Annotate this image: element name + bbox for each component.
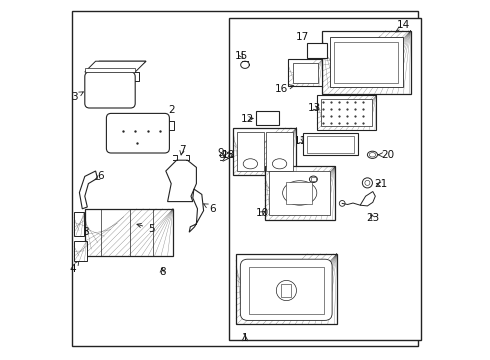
Text: 23: 23: [366, 213, 379, 223]
Text: 17: 17: [296, 32, 313, 49]
Text: 10: 10: [256, 208, 269, 218]
Text: 20: 20: [378, 150, 395, 160]
Text: 5: 5: [137, 224, 155, 234]
Text: 3: 3: [71, 92, 83, 102]
Ellipse shape: [369, 153, 376, 157]
Bar: [307, 136, 354, 153]
Bar: [265, 166, 335, 220]
Text: 8: 8: [159, 267, 166, 277]
Bar: [74, 241, 87, 261]
Bar: [286, 182, 312, 204]
Text: 13: 13: [308, 103, 321, 113]
Bar: [74, 212, 84, 236]
Ellipse shape: [310, 176, 318, 183]
Text: 4: 4: [70, 261, 79, 274]
Polygon shape: [85, 61, 146, 72]
Text: 7: 7: [179, 145, 185, 156]
Text: 6: 6: [204, 204, 216, 214]
Bar: [288, 59, 322, 86]
Bar: [229, 18, 421, 340]
Bar: [237, 132, 264, 171]
Bar: [317, 95, 376, 130]
Polygon shape: [88, 61, 146, 70]
Bar: [233, 128, 296, 175]
Bar: [334, 42, 398, 83]
Bar: [236, 254, 337, 324]
Text: 16: 16: [274, 84, 294, 94]
Text: 9: 9: [218, 153, 225, 163]
Text: 11: 11: [294, 136, 307, 146]
Bar: [303, 133, 358, 155]
Bar: [281, 284, 291, 297]
Text: 19: 19: [266, 171, 279, 181]
Text: 9: 9: [218, 148, 224, 158]
Ellipse shape: [368, 151, 377, 158]
Polygon shape: [85, 68, 135, 72]
Text: 2: 2: [160, 105, 174, 118]
Text: 1: 1: [242, 333, 248, 343]
Text: 6: 6: [95, 171, 104, 181]
FancyBboxPatch shape: [106, 113, 170, 153]
Text: 15: 15: [235, 51, 248, 61]
Bar: [266, 132, 293, 171]
Bar: [307, 43, 327, 58]
Ellipse shape: [272, 159, 287, 169]
Bar: [330, 37, 403, 87]
Bar: [85, 209, 173, 256]
Bar: [270, 171, 330, 215]
FancyBboxPatch shape: [240, 259, 332, 320]
Text: 12: 12: [241, 114, 254, 124]
Text: 21: 21: [374, 179, 388, 189]
Text: 8: 8: [83, 227, 89, 237]
Text: 14: 14: [397, 20, 410, 30]
Text: 18: 18: [222, 150, 235, 160]
Bar: [293, 63, 318, 83]
Ellipse shape: [283, 181, 317, 205]
FancyBboxPatch shape: [85, 72, 135, 108]
Text: 22: 22: [297, 172, 310, 182]
Bar: [321, 99, 372, 126]
Bar: [322, 31, 411, 94]
Bar: [311, 177, 316, 181]
Ellipse shape: [243, 159, 258, 169]
Bar: [248, 267, 324, 314]
Bar: [256, 111, 279, 125]
